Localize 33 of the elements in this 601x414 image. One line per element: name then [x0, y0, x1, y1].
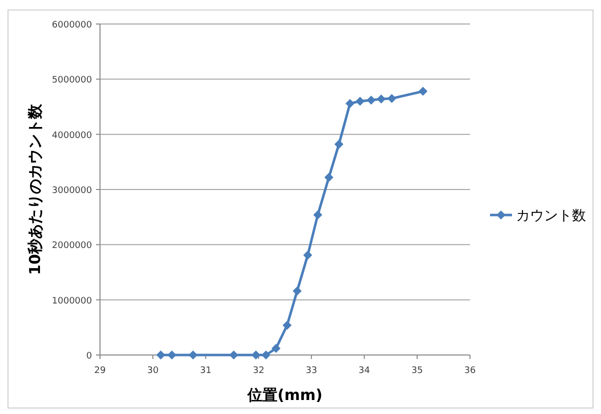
point: [292, 286, 302, 296]
legend-label: カウント数: [516, 208, 586, 224]
point: [282, 320, 292, 330]
x-tick-label: 35: [411, 366, 423, 376]
point: [356, 96, 365, 106]
point: [156, 350, 166, 360]
x-tick-label: 34: [358, 366, 370, 376]
x-axis-title: 位置(mm): [246, 386, 322, 404]
y-tick-label: 3000000: [52, 186, 92, 196]
y-tick-label: 1000000: [52, 296, 92, 306]
point: [418, 86, 428, 96]
y-tick-label: 0: [86, 352, 92, 362]
point: [303, 250, 312, 260]
point: [387, 94, 396, 103]
y-tick-label: 5000000: [52, 76, 92, 86]
x-tick-label: 33: [306, 366, 318, 376]
point: [366, 96, 376, 105]
x-tick-label: 32: [252, 366, 264, 376]
point: [334, 140, 344, 149]
point: [272, 344, 281, 353]
point: [324, 172, 334, 182]
y-axis-title: 10秒あたりのカウント数: [26, 103, 44, 275]
y-tick-label: 4000000: [52, 130, 92, 141]
point: [229, 350, 238, 360]
x-tick-label: 30: [147, 366, 159, 376]
point: [346, 98, 355, 108]
point: [313, 210, 322, 220]
x-tick-label: 29: [94, 366, 106, 376]
point: [376, 94, 386, 104]
y-tick-label: 2000000: [52, 241, 92, 252]
x-tick-label: 36: [464, 366, 476, 376]
y-tick-label: 6000000: [52, 20, 92, 30]
x-tick-label: 31: [200, 366, 212, 376]
